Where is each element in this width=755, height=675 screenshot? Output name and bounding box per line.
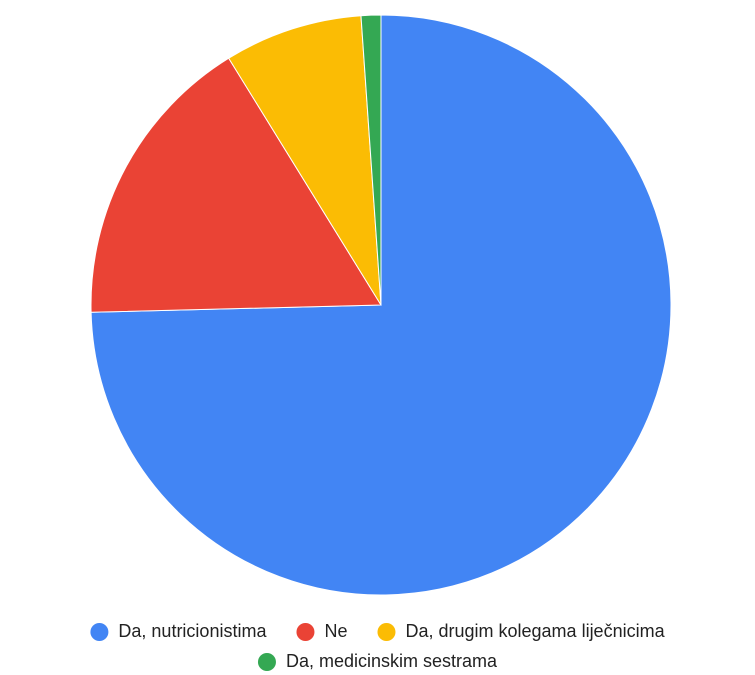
legend-label: Ne: [324, 621, 347, 641]
legend-label: Da, medicinskim sestrama: [286, 651, 498, 671]
legend-marker: [377, 623, 396, 641]
pie-slice: [228, 15, 382, 306]
legend-label: Da, drugim kolegama liječnicima: [405, 621, 665, 641]
pie-slice: [90, 57, 382, 313]
legend-marker: [296, 623, 315, 641]
legend-marker: [90, 623, 109, 641]
pie-slice: [360, 14, 382, 306]
legend-marker: [257, 653, 276, 671]
legend-label: Da, nutricionistima: [118, 621, 267, 641]
